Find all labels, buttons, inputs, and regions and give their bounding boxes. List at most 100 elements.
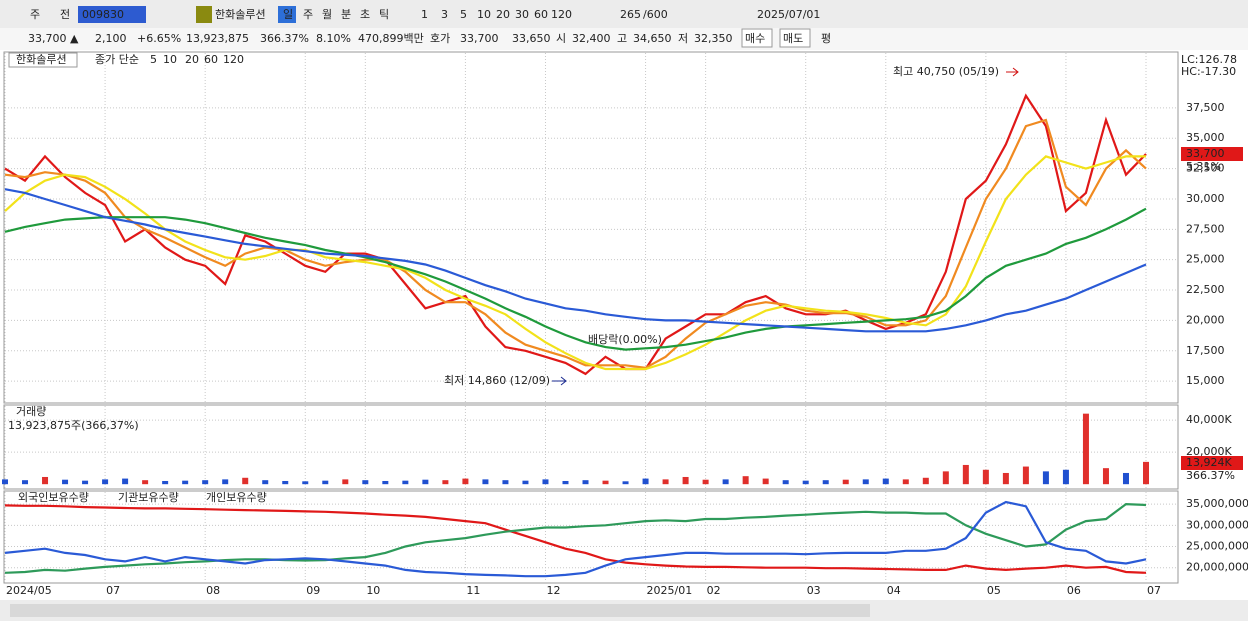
volume-bar — [702, 479, 709, 485]
last-change: 5.31% — [1186, 160, 1221, 173]
quote-bg — [0, 28, 1248, 50]
volume-bar — [42, 476, 49, 485]
symbol-box — [8, 52, 78, 68]
symbol-name: 한화솔루션 — [16, 53, 67, 66]
legend-entry: 60 — [204, 53, 218, 66]
code-input[interactable] — [78, 6, 146, 23]
x-tick-label: 04 — [887, 584, 901, 597]
volume-bar — [582, 480, 589, 485]
toolbar-item[interactable]: 10 — [477, 8, 491, 21]
last-volume-change: 366.37% — [1186, 469, 1235, 482]
sell-button[interactable] — [779, 28, 811, 48]
x-tick-label: 2025/01 — [647, 584, 693, 597]
x-tick-label: 11 — [466, 584, 480, 597]
hc-label: HC:-17.30 — [1181, 65, 1236, 78]
volume-bar — [482, 479, 489, 485]
toolbar-item[interactable]: 5 — [460, 8, 467, 21]
volume-bar — [402, 480, 409, 485]
x-tick-label: 07 — [1147, 584, 1161, 597]
volume-bar — [542, 479, 549, 485]
toolbar-item[interactable]: 월 — [322, 8, 332, 21]
volume-bar — [1082, 413, 1089, 485]
volume-bar — [342, 479, 349, 485]
toolbar-item[interactable]: 20 — [496, 8, 510, 21]
volume-bar — [22, 480, 29, 485]
toolbar-item[interactable]: 60 — [534, 8, 548, 21]
toolbar-item[interactable]: 초 — [360, 8, 370, 21]
series-line — [4, 504, 1147, 574]
series-line — [4, 188, 1147, 333]
toolbar-item[interactable]: 일 — [283, 7, 293, 21]
quote-item: 32,400 — [572, 32, 611, 45]
volume-bar — [662, 479, 669, 485]
volume-bar — [602, 480, 609, 485]
volume-bar — [1102, 468, 1109, 485]
y-tick-label: 35,000,000 — [1186, 497, 1248, 510]
volume-bar — [682, 476, 689, 485]
volume-bar — [322, 480, 329, 485]
volume-bar — [822, 480, 829, 485]
quote-item: 2,100 — [95, 32, 127, 45]
volume-bar — [962, 464, 969, 485]
volume-bar — [142, 480, 149, 485]
volume-bar — [422, 479, 429, 485]
legend-entry: 5 — [150, 53, 157, 66]
quote-item: +6.65% — [137, 32, 181, 45]
volume-bar — [382, 480, 389, 485]
y-tick-label: 15,000 — [1186, 374, 1225, 387]
series-line — [4, 502, 1147, 574]
toolbar-item[interactable]: 3 — [441, 8, 448, 21]
x-tick-label: 03 — [807, 584, 821, 597]
volume-bar — [882, 478, 889, 485]
volume-bar — [102, 479, 109, 485]
y-tick-label: 30,000 — [1186, 192, 1225, 205]
volume-bar — [1143, 461, 1149, 485]
toolbar-item[interactable]: 120 — [551, 8, 572, 21]
volume-bar — [182, 480, 189, 485]
toolbar-item[interactable]: 틱 — [379, 8, 389, 21]
quote-item: 34,650 — [633, 32, 672, 45]
y-tick-label: 20,000 — [1186, 313, 1225, 326]
quote-item: 33,700 — [460, 32, 499, 45]
y-tick-label: 25,000,000 — [1186, 540, 1248, 553]
y-tick-label: 37,500 — [1186, 101, 1225, 114]
toolbar-item: 009830 — [82, 8, 124, 21]
toolbar-item: /600 — [643, 8, 668, 21]
x-tick-label: 07 — [106, 584, 120, 597]
toolbar-item[interactable]: 주 — [303, 8, 313, 21]
toolbar-item: 주 — [30, 8, 40, 21]
quote-item: 32,350 — [694, 32, 733, 45]
quote-item: 13,923,875 — [186, 32, 249, 45]
holdings-legend: 외국인보유수량 — [18, 491, 89, 504]
volume-bar — [162, 480, 169, 485]
volume-bar — [842, 479, 849, 485]
day-button[interactable] — [278, 6, 296, 23]
toolbar-item[interactable]: 분 — [341, 8, 351, 21]
volume-bar — [562, 480, 569, 485]
scroll-track[interactable] — [10, 604, 870, 617]
volume-bar — [362, 480, 369, 485]
legend-label: 종가 단순 — [95, 53, 139, 66]
volume-bar — [1042, 471, 1049, 485]
volume-title: 거래량 — [16, 405, 46, 418]
quote-item: 470,899백만 — [358, 32, 424, 45]
series-line — [4, 155, 1146, 371]
y-tick-label: 30,000,000 — [1186, 518, 1248, 531]
volume-bar — [242, 477, 249, 485]
volume-bar — [1022, 466, 1029, 485]
toolbar-item: 한화솔루션 — [215, 8, 266, 21]
volume-bar — [502, 480, 509, 485]
quote-item: 매수 — [745, 32, 765, 45]
quote-item: 33,650 — [512, 32, 551, 45]
toolbar-item[interactable]: 1 — [421, 8, 428, 21]
toolbar-item[interactable]: 30 — [515, 8, 529, 21]
volume-bar — [1122, 472, 1129, 485]
credit-icon — [196, 6, 212, 23]
volume-bar — [202, 480, 209, 485]
volume-bar — [862, 479, 869, 485]
buy-button[interactable] — [741, 28, 773, 48]
x-tick-label: 02 — [707, 584, 721, 597]
quote-item: 저 — [678, 32, 688, 45]
